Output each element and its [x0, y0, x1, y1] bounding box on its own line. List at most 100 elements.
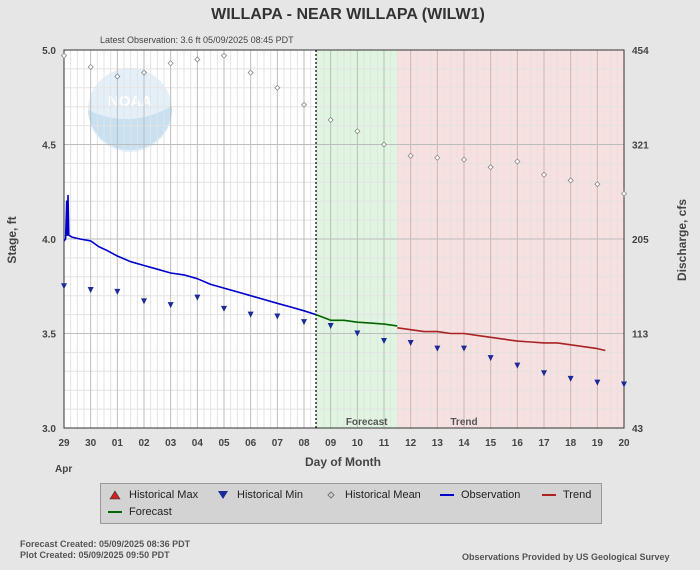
y-tick-label-left: 4.0 [42, 235, 56, 246]
x-tick-label: 29 [58, 438, 70, 449]
x-tick-label: 04 [192, 438, 204, 449]
series-historical-min-point [247, 311, 254, 318]
series-historical-min-point [354, 330, 361, 337]
series-historical-min-point [87, 287, 94, 294]
forecast-region-label: Forecast [346, 417, 388, 428]
data-credit: Observations Provided by US Geological S… [462, 552, 670, 562]
series-historical-mean-point [87, 63, 94, 71]
series-historical-mean-point [327, 116, 334, 123]
series-historical-min-point [594, 379, 601, 386]
y-tick-label-right: 321 [632, 141, 649, 152]
series-historical-min-point [487, 355, 494, 362]
series-historical-mean-point [114, 73, 121, 80]
diamond-icon [327, 491, 335, 499]
noaa-logo-text: NOAA [108, 93, 152, 110]
y-tick-label-left: 4.5 [42, 141, 56, 152]
series-trend-line [397, 327, 606, 352]
legend-item-historical-min: Historical Min [215, 489, 303, 501]
series-forecast-line [315, 313, 398, 327]
y-tick-label-left: 3.5 [42, 330, 56, 341]
line-green-icon [108, 511, 122, 513]
series-historical-min-point [61, 283, 67, 290]
series-historical-mean-point [487, 164, 494, 171]
x-tick-label: 07 [272, 438, 284, 449]
series-historical-min-point [541, 370, 547, 377]
series-historical-mean-point [514, 158, 521, 165]
x-tick-label: 05 [218, 438, 230, 449]
x-tick-label: 12 [405, 438, 417, 449]
series-historical-mean-point [620, 190, 628, 197]
x-tick-label: 10 [352, 438, 364, 449]
y-tick-label-left: 3.0 [42, 424, 56, 435]
legend-item-trend: Trend [541, 489, 591, 501]
series-historical-min-point [434, 345, 441, 352]
series-historical-mean-point [300, 101, 308, 108]
x-tick-label: 01 [112, 438, 124, 449]
x-tick-label: 11 [379, 438, 390, 449]
series-historical-mean-point [194, 56, 201, 63]
plot-created: Plot Created: 05/09/2025 09:50 PDT [20, 550, 170, 560]
series-historical-mean-point [407, 152, 414, 159]
plot-border [63, 49, 625, 429]
series-historical-mean-point [540, 171, 548, 178]
series-historical-mean-point [140, 69, 148, 76]
series-historical-mean-point [594, 181, 601, 188]
series-historical-min-point [301, 319, 307, 326]
legend-item-historical-mean: Historical Mean [323, 489, 421, 501]
x-tick-label: 13 [432, 438, 444, 449]
series-historical-min-point [461, 345, 467, 352]
series-historical-min-point [621, 381, 627, 388]
x-tick-label: 17 [538, 438, 550, 449]
triangle-up-icon [109, 490, 121, 500]
series-historical-min-point [407, 339, 414, 346]
x-tick-label: 03 [165, 438, 177, 449]
x-month-label: Apr [55, 464, 72, 475]
series-historical-min-point [141, 298, 147, 305]
chart-title: WILLAPA - NEAR WILLAPA (WILW1) [211, 6, 485, 23]
series-observation-line [63, 194, 317, 316]
x-tick-label: 08 [298, 438, 310, 449]
series-historical-min-point [327, 322, 334, 329]
series-historical-min-point [274, 313, 281, 320]
series-historical-min-point [114, 288, 121, 295]
y-tick-label-right: 43 [632, 424, 644, 435]
plot-area: NOAA Forecast Trend 29 30 01 02 03 04 05 06 07 08 09 1… [42, 46, 649, 449]
series-historical-mean-point [60, 52, 68, 59]
series-historical-min-point [221, 305, 227, 312]
series-historical-mean-point [247, 69, 254, 76]
x-tick-label: 20 [618, 438, 630, 449]
series-historical-mean-point [354, 128, 361, 135]
legend-item-observation: Observation [439, 489, 520, 501]
trend-region-label: Trend [450, 417, 477, 428]
x-tick-label: 18 [565, 438, 577, 449]
forecast-created: Forecast Created: 05/09/2025 08:36 PDT [20, 539, 191, 549]
series-historical-min-point [167, 302, 174, 309]
series-historical-mean-point [220, 52, 228, 59]
series-historical-mean-point [274, 84, 281, 91]
y-tick-label-right: 454 [632, 46, 649, 57]
line-red-icon [542, 494, 556, 496]
latest-observation: Latest Observation: 3.6 ft 05/09/2025 08… [100, 35, 294, 45]
series-historical-mean-point [380, 141, 388, 148]
x-tick-label: 02 [138, 438, 150, 449]
hydrograph-chart: WILLAPA - NEAR WILLAPA (WILW1) Latest Ob… [5, 6, 689, 475]
x-tick-label: 09 [325, 438, 337, 449]
x-axis-label: Day of Month [305, 455, 381, 469]
x-tick-label: 30 [85, 438, 97, 449]
x-tick-label: 14 [458, 438, 470, 449]
line-blue-icon [440, 494, 454, 496]
x-tick-label: 19 [592, 438, 604, 449]
series-historical-min-point [567, 375, 574, 382]
x-tick-label: 15 [485, 438, 497, 449]
y-tick-label-right: 113 [632, 330, 649, 341]
x-tick-label: 16 [512, 438, 524, 449]
x-tick-label: 06 [245, 438, 257, 449]
legend-item-historical-max: Historical Max [107, 489, 198, 501]
y-tick-label-left: 5.0 [42, 46, 56, 57]
y-tick-label-right: 205 [632, 235, 649, 246]
triangle-down-icon [218, 491, 228, 499]
series-historical-min-point [194, 294, 201, 301]
y-axis-label-right: Discharge, cfs [675, 199, 689, 281]
series-historical-min-point [514, 362, 521, 369]
series-historical-mean-point [434, 154, 441, 161]
